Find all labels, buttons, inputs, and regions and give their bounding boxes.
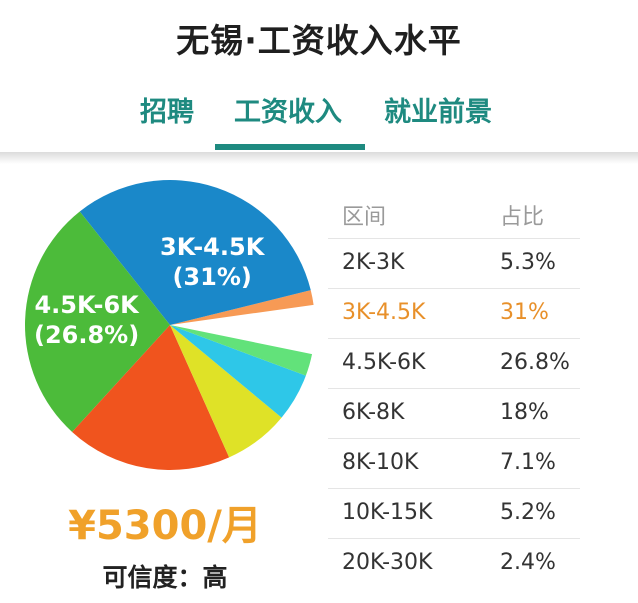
page-title: 无锡·工资收入水平 <box>176 21 462 60</box>
average-salary: ¥5300/月 <box>68 503 262 549</box>
table-cell-share: 5.3% <box>500 250 556 275</box>
table-cell-share: 7.1% <box>500 450 556 475</box>
table-cell-share: 31% <box>500 300 549 325</box>
table-row: 3K-4.5K 31% <box>328 289 580 339</box>
table-row: 20K-30K 2.4% <box>328 539 580 588</box>
pie-slice-3K-4.5K <box>79 180 311 325</box>
table-cell-share: 26.8% <box>500 350 570 375</box>
header-share: 占比 <box>500 205 545 230</box>
active-tab-indicator <box>215 144 365 150</box>
pie-label-3k-4.5k-share: (31%) <box>172 263 252 291</box>
pie-label-3k-4.5k-range: 3K-4.5K <box>160 233 265 261</box>
header-divider <box>0 152 638 164</box>
pie-slice-6K-8K <box>72 325 230 470</box>
salary-distribution-table: 区间 占比 2K-3K 5.3% 3K-4.5K 31% 4.5K-6K 26.… <box>328 188 580 588</box>
table-row: 4.5K-6K 26.8% <box>328 339 580 389</box>
credibility-rating: 可信度：高 <box>102 563 228 592</box>
table-cell-share: 5.2% <box>500 500 556 525</box>
table-cell-range: 2K-3K <box>342 250 405 275</box>
table-row: 10K-15K 5.2% <box>328 489 580 539</box>
pie-slice-8K-10K <box>170 325 282 458</box>
table-row: 2K-3K 5.3% <box>328 239 580 289</box>
table-row: 6K-8K 18% <box>328 389 580 439</box>
tab-employment-prospects[interactable]: 就业前景 <box>384 97 492 128</box>
table-cell-range: 6K-8K <box>342 400 405 425</box>
pie-slice-20K-30K <box>170 325 313 376</box>
table-cell-share: 2.4% <box>500 550 556 575</box>
table-cell-range: 20K-30K <box>342 550 433 575</box>
table-cell-range: 4.5K-6K <box>342 350 426 375</box>
table-cell-range: 3K-4.5K <box>342 300 426 325</box>
pie-slice-10K-15K <box>170 325 306 418</box>
table-cell-share: 18% <box>500 400 549 425</box>
tab-recruitment[interactable]: 招聘 <box>140 97 194 128</box>
pie-label-4.5k-6k-share: (26.8%) <box>34 321 140 349</box>
pie-slice-other <box>170 290 314 325</box>
table-cell-range: 10K-15K <box>342 500 433 525</box>
pie-label-4.5k-6k: 4.5K-6K (26.8%) <box>34 290 139 350</box>
pie-slice-4.5K-6K <box>25 211 170 432</box>
tab-salary-income[interactable]: 工资收入 <box>234 97 342 128</box>
table-cell-range: 8K-10K <box>342 450 419 475</box>
table-header-row: 区间 占比 <box>328 188 580 239</box>
salary-pie-chart <box>25 180 314 470</box>
pie-label-4.5k-6k-range: 4.5K-6K <box>34 291 139 319</box>
pie-label-3k-4.5k: 3K-4.5K (31%) <box>160 232 264 292</box>
tab-bar: 招聘 工资收入 就业前景 <box>0 84 638 154</box>
header-range: 区间 <box>342 205 387 230</box>
table-row: 8K-10K 7.1% <box>328 439 580 489</box>
